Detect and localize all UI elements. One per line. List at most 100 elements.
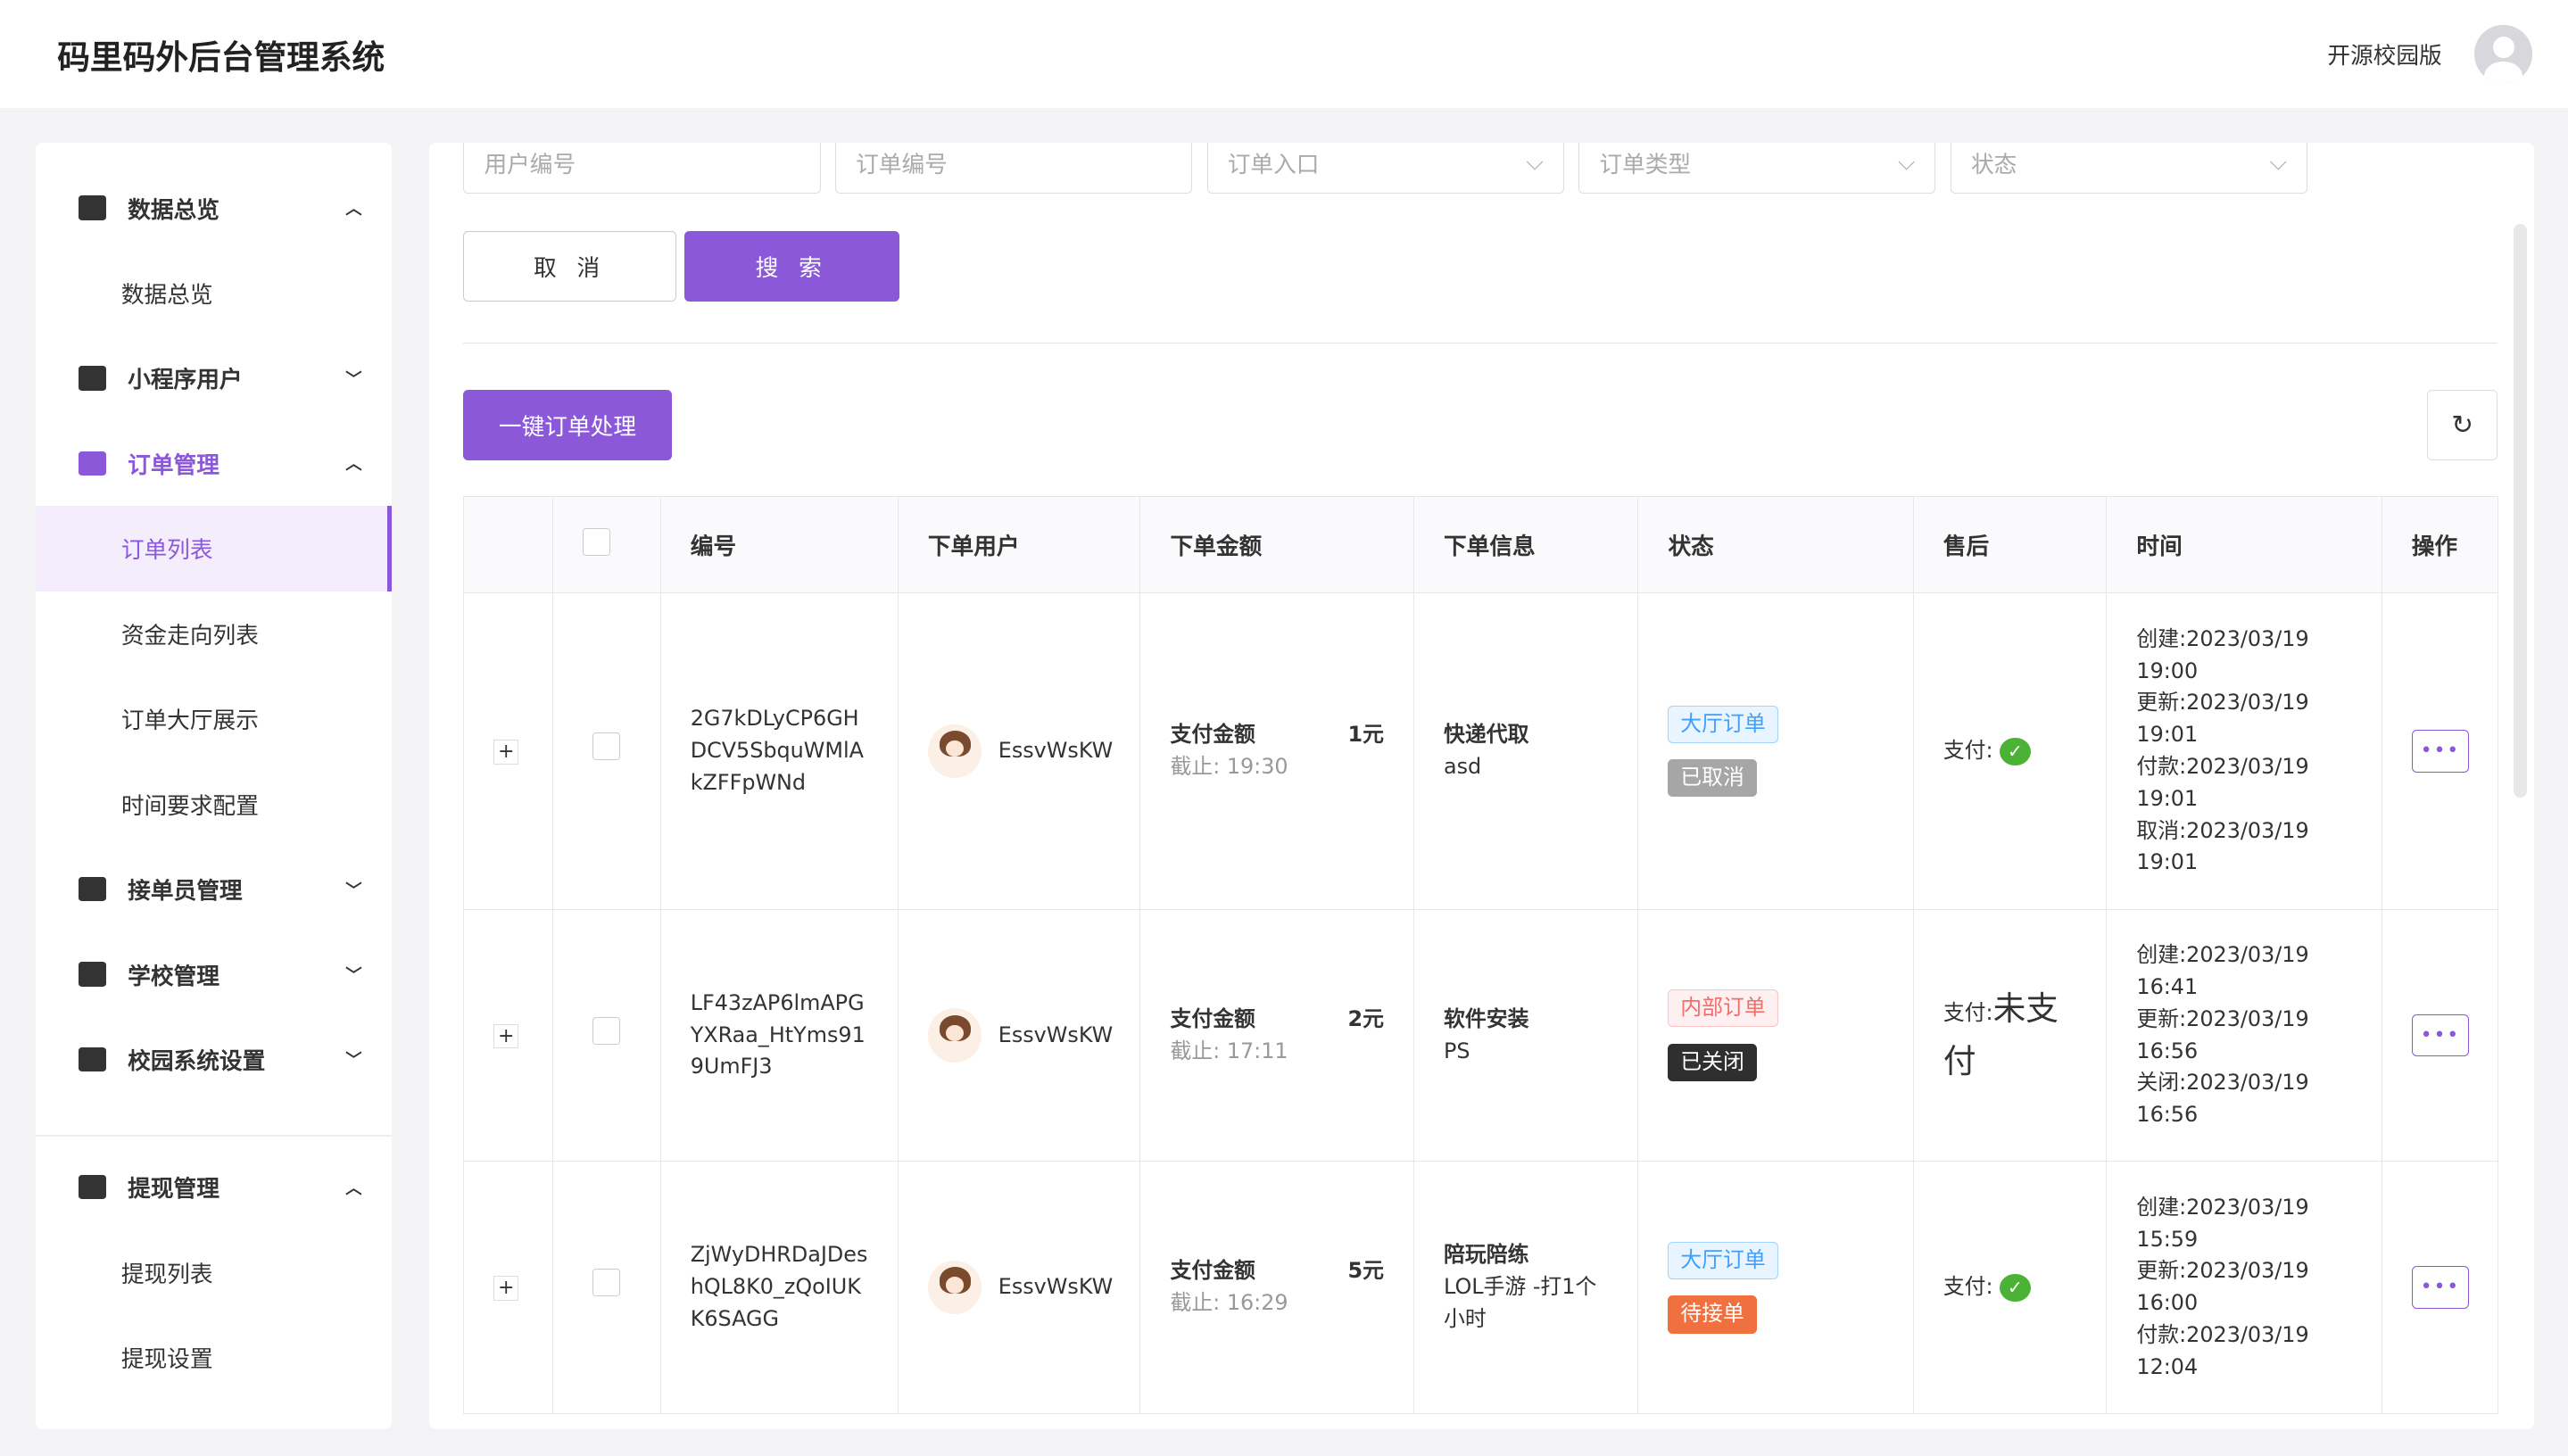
order-id-line: hQL8K0_zQoIUK — [690, 1274, 861, 1300]
time-line: 19:00 — [2136, 658, 2199, 683]
users-icon — [79, 366, 107, 391]
user-info: EssvWsKW — [927, 1008, 1140, 1063]
user-avatar[interactable] — [2474, 25, 2532, 83]
time-line: 更新:2023/03/19 — [2136, 1258, 2309, 1284]
user-no-input[interactable]: 用户编号 — [463, 142, 821, 194]
status-badge: 已取消 — [1668, 759, 1757, 798]
sidebar-group-0[interactable]: 数据总览 ︿ — [36, 165, 391, 250]
row-checkbox[interactable] — [592, 732, 620, 761]
sidebar-item[interactable]: 时间要求配置 — [120, 792, 259, 820]
info-cell: 软件安装 PS — [1412, 908, 1639, 1162]
order-id-line: DCV5SbquWMlA — [690, 738, 864, 764]
scrollbar[interactable] — [2514, 224, 2528, 798]
sidebar-group-4[interactable]: 学校管理 ﹀ — [36, 931, 391, 1016]
order-icon — [79, 451, 107, 476]
user-cell: EssvWsKW — [897, 1161, 1141, 1414]
sidebar-group-label: 学校管理 — [128, 963, 220, 990]
batch-process-button[interactable]: 一键订单处理 — [463, 389, 672, 460]
courier-icon — [79, 876, 107, 902]
sidebar-item[interactable]: 提现设置 — [120, 1345, 213, 1373]
expand-row-button[interactable]: + — [493, 1276, 518, 1301]
info-title: 快递代取 — [1444, 722, 1529, 748]
order-id-cell: 2G7kDLyCP6GH DCV5SbquWMlA kZFFpWNd — [659, 592, 899, 910]
status-cell: 大厅订单 已取消 — [1637, 592, 1914, 910]
time-line: 16:56 — [2136, 1102, 2199, 1128]
deadline: 截止: 17:11 — [1170, 1038, 1288, 1063]
refresh-button[interactable]: ↻ — [2427, 389, 2498, 460]
sidebar-group-6[interactable]: 提现管理 ︿ — [36, 1145, 391, 1229]
column-header: 时间 — [2106, 496, 2382, 594]
column-header: 编号 — [659, 496, 899, 594]
amount-value: 5元 — [1347, 1258, 1384, 1284]
time-cell: 创建:2023/03/19 19:00 更新:2023/03/19 19:01 付款:2… — [2106, 592, 2382, 910]
time-cell: 创建:2023/03/19 16:41 更新:2023/03/19 16:56 关闭:2… — [2106, 908, 2382, 1162]
user-no-placeholder: 用户编号 — [484, 152, 576, 179]
expand-cell: + — [463, 1161, 553, 1414]
action-cell: ••• — [2381, 908, 2499, 1162]
time-line: 16:56 — [2136, 1038, 2199, 1063]
checkbox-cell — [551, 908, 661, 1162]
sidebar-item[interactable]: 订单列表 — [36, 506, 392, 592]
time-line: 19:01 — [2136, 722, 2199, 748]
column-header: 操作 — [2381, 496, 2499, 594]
amount-label: 支付金额 — [1170, 1005, 1255, 1031]
sidebar-group-5[interactable]: 校园系统设置 ﹀ — [36, 1017, 391, 1102]
order-entry-select[interactable]: 订单入口 ⌵ — [1206, 142, 1564, 194]
row-checkbox[interactable] — [592, 1269, 620, 1297]
amount-value: 2元 — [1347, 1005, 1384, 1031]
time-line: 19:01 — [2136, 849, 2199, 875]
order-id-line: 9UmFJ3 — [690, 1054, 773, 1080]
table-header: 编号 下单用户 下单金额 下单信息 状态 售后 时间 操作 — [463, 496, 2499, 594]
sidebar-group-1[interactable]: 小程序用户 ﹀ — [36, 335, 391, 420]
chevron-down-icon: ⌵ — [1897, 149, 1916, 177]
user-info: EssvWsKW — [927, 724, 1140, 779]
more-actions-button[interactable]: ••• — [2411, 730, 2469, 773]
status-cell: 内部订单 已关闭 — [1637, 908, 1914, 1162]
chevron-up-icon: ︿ — [345, 455, 362, 475]
wechat-pay-icon: ✓ — [1999, 1274, 2031, 1303]
info-cell: 快递代取 asd — [1412, 592, 1639, 910]
sidebar-item[interactable]: 资金走向列表 — [120, 622, 259, 649]
sidebar-group-label: 校园系统设置 — [128, 1047, 266, 1075]
info-desc: PS — [1444, 1038, 1470, 1063]
time-line: 16:00 — [2136, 1290, 2199, 1316]
time-line: 19:01 — [2136, 785, 2199, 811]
order-no-input[interactable]: 订单编号 — [835, 142, 1193, 194]
sidebar-group-label: 提现管理 — [128, 1176, 220, 1204]
user-cell: EssvWsKW — [897, 908, 1141, 1162]
amount-cell: 支付金额 1元 截止: 19:30 — [1139, 592, 1414, 910]
info-title: 陪玩陪练 — [1444, 1242, 1529, 1268]
order-type-select[interactable]: 订单类型 ⌵ — [1578, 142, 1936, 194]
more-actions-button[interactable]: ••• — [2411, 1013, 2469, 1057]
sidebar-item[interactable]: 数据总览 — [120, 282, 213, 310]
pay-label: 支付: — [1943, 738, 1993, 764]
select-all-checkbox[interactable] — [582, 527, 610, 556]
search-button[interactable]: 搜 索 — [684, 230, 899, 302]
order-id-line: K6SAGG — [690, 1306, 779, 1332]
sidebar-group-label: 数据总览 — [128, 196, 220, 224]
order-source-badge: 大厅订单 — [1668, 705, 1778, 743]
sidebar-item[interactable]: 订单大厅展示 — [120, 707, 259, 735]
sidebar-group-2[interactable]: 订单管理 ︿ — [36, 421, 391, 506]
deadline: 截止: 16:29 — [1170, 1290, 1288, 1316]
user-cell: EssvWsKW — [897, 592, 1141, 910]
wechat-pay-icon: ✓ — [1999, 738, 2031, 766]
amount-line: 支付金额 1元 — [1170, 719, 1412, 751]
sidebar-item[interactable]: 提现列表 — [120, 1261, 213, 1288]
edition-label: 开源校园版 — [2327, 43, 2442, 70]
amount-label: 支付金额 — [1170, 1258, 1255, 1284]
sidebar-group-3[interactable]: 接单员管理 ﹀ — [36, 847, 391, 931]
gear-icon — [79, 1046, 107, 1072]
amount-cell: 支付金额 5元截止: 16:29 — [1139, 1161, 1414, 1414]
divider — [463, 342, 2498, 344]
row-checkbox[interactable] — [592, 1016, 620, 1045]
expand-row-button[interactable]: + — [493, 740, 518, 765]
sidebar-group-label: 小程序用户 — [128, 367, 243, 394]
expand-row-button[interactable]: + — [493, 1023, 518, 1049]
cancel-button[interactable]: 取 消 — [463, 230, 677, 302]
table-row: + LF43zAP6lmAPG YXRaa_HtYms91 9UmFJ3 EssvWsK… — [463, 908, 2499, 1162]
time-line: 更新:2023/03/19 — [2136, 690, 2309, 716]
amount-line: 支付金额 5元 — [1170, 1255, 1412, 1287]
more-actions-button[interactable]: ••• — [2411, 1266, 2469, 1310]
status-select[interactable]: 状态 ⌵ — [1950, 142, 2308, 194]
